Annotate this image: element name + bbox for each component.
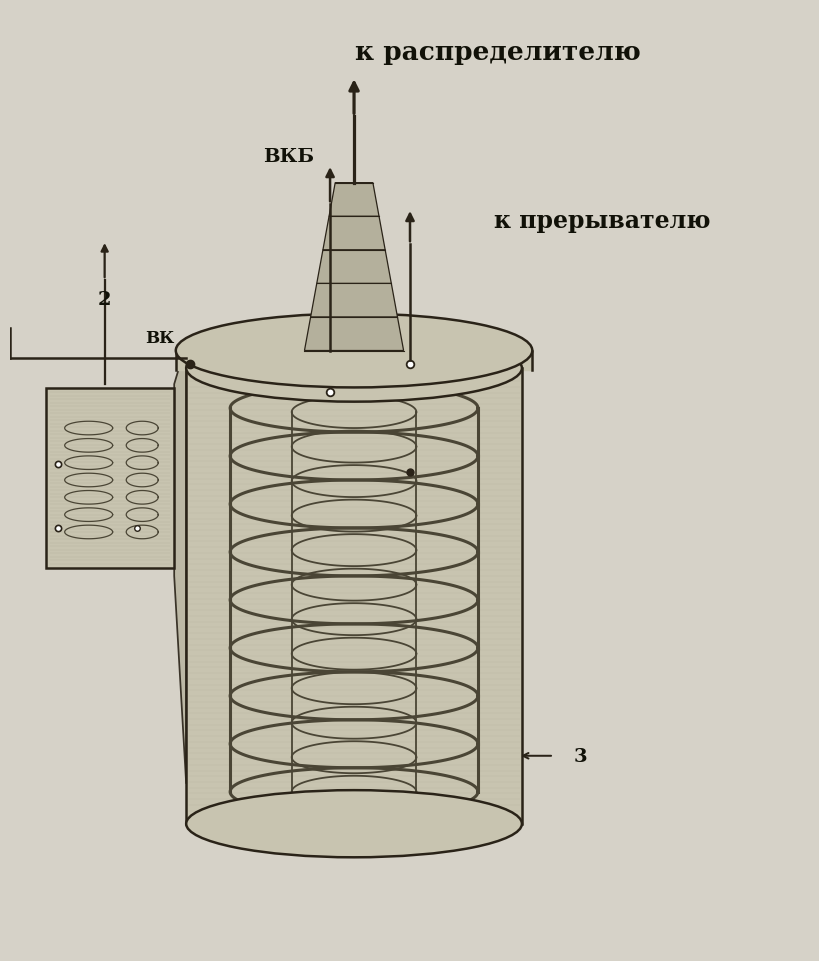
Text: ВКБ: ВКБ <box>263 148 314 166</box>
Text: к распределителю: к распределителю <box>355 40 640 65</box>
Text: ВК: ВК <box>145 330 174 347</box>
Ellipse shape <box>186 790 521 857</box>
Polygon shape <box>323 217 385 251</box>
Polygon shape <box>304 317 403 351</box>
Text: 2: 2 <box>97 290 111 308</box>
Text: к прерывателю: к прерывателю <box>493 209 709 233</box>
Polygon shape <box>174 345 186 784</box>
Polygon shape <box>186 369 521 824</box>
Polygon shape <box>328 184 378 217</box>
Text: 3: 3 <box>573 747 586 765</box>
Ellipse shape <box>186 335 521 403</box>
Polygon shape <box>316 251 391 284</box>
Ellipse shape <box>175 314 532 388</box>
Polygon shape <box>46 388 174 568</box>
Polygon shape <box>310 284 397 317</box>
Ellipse shape <box>287 805 420 834</box>
